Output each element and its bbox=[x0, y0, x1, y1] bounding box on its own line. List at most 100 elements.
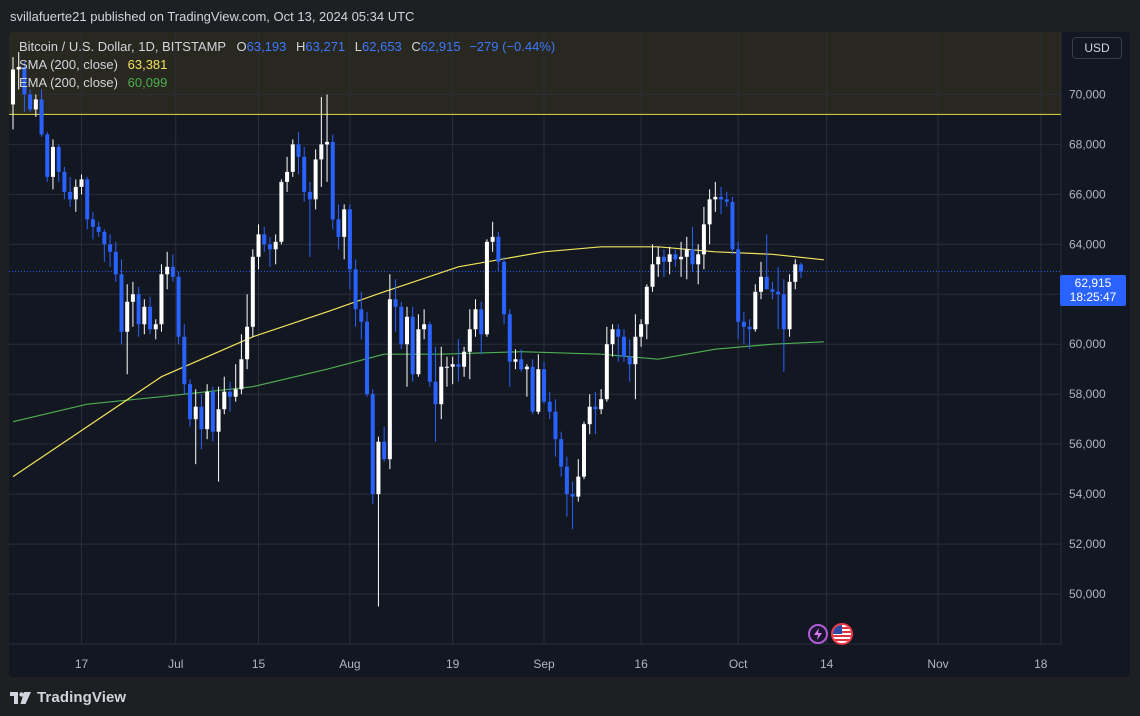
candle-down[interactable] bbox=[188, 379, 193, 427]
candle-up[interactable] bbox=[79, 174, 84, 195]
candle-up[interactable] bbox=[273, 234, 278, 265]
candle-down[interactable] bbox=[330, 134, 335, 230]
candle-down[interactable] bbox=[22, 61, 27, 112]
candle-up[interactable] bbox=[376, 436, 381, 607]
candle-down[interactable] bbox=[456, 339, 461, 382]
candle-up[interactable] bbox=[325, 94, 330, 182]
candle-down[interactable] bbox=[262, 226, 267, 252]
candle-down[interactable] bbox=[542, 361, 547, 405]
candle-up[interactable] bbox=[125, 284, 130, 375]
candle-up[interactable] bbox=[536, 354, 541, 415]
candle-up[interactable] bbox=[319, 96, 324, 187]
candle-up[interactable] bbox=[679, 241, 684, 277]
candle-up[interactable] bbox=[165, 251, 170, 290]
candle-up[interactable] bbox=[290, 139, 295, 177]
candle-down[interactable] bbox=[479, 301, 484, 355]
candle-up[interactable] bbox=[713, 181, 718, 212]
candle-down[interactable] bbox=[519, 349, 524, 372]
candle-up[interactable] bbox=[439, 346, 444, 420]
candle-up[interactable] bbox=[604, 326, 609, 402]
candle-up[interactable] bbox=[656, 246, 661, 277]
candle-down[interactable] bbox=[353, 259, 358, 327]
currency-button[interactable]: USD bbox=[1072, 37, 1122, 59]
candle-down[interactable] bbox=[593, 391, 598, 435]
candle-up[interactable] bbox=[193, 389, 198, 465]
candle-down[interactable] bbox=[68, 176, 73, 207]
candle-down[interactable] bbox=[96, 221, 101, 237]
candle-down[interactable] bbox=[764, 234, 769, 290]
candle-down[interactable] bbox=[393, 279, 398, 332]
candle-down[interactable] bbox=[741, 311, 746, 345]
candle-up[interactable] bbox=[233, 364, 238, 402]
candle-up[interactable] bbox=[684, 236, 689, 280]
candle-up[interactable] bbox=[279, 179, 284, 245]
candle-down[interactable] bbox=[616, 324, 621, 362]
candle-down[interactable] bbox=[296, 131, 301, 175]
candle-up[interactable] bbox=[450, 356, 455, 385]
candle-up[interactable] bbox=[342, 204, 347, 260]
candle-down[interactable] bbox=[62, 166, 67, 200]
candle-up[interactable] bbox=[422, 309, 427, 340]
candle-down[interactable] bbox=[770, 281, 775, 300]
us-flag-event-icon[interactable] bbox=[831, 623, 853, 645]
candle-up[interactable] bbox=[205, 384, 210, 440]
candle-up[interactable] bbox=[313, 149, 318, 210]
candle-down[interactable] bbox=[148, 296, 153, 335]
chart-frame[interactable]: 70,00068,00066,00064,00062,00060,00058,0… bbox=[9, 32, 1130, 677]
candle-down[interactable] bbox=[410, 306, 415, 382]
candle-down[interactable] bbox=[730, 196, 735, 255]
candle-down[interactable] bbox=[119, 259, 124, 345]
candle-down[interactable] bbox=[564, 456, 569, 517]
candle-up[interactable] bbox=[667, 246, 672, 275]
candle-down[interactable] bbox=[182, 324, 187, 395]
candle-up[interactable] bbox=[650, 244, 655, 292]
candle-up[interactable] bbox=[644, 284, 649, 340]
ema-label[interactable]: EMA (200, close) bbox=[19, 75, 118, 90]
candle-up[interactable] bbox=[753, 284, 758, 332]
candle-down[interactable] bbox=[781, 279, 786, 372]
candle-down[interactable] bbox=[507, 309, 512, 387]
candle-down[interactable] bbox=[359, 291, 364, 340]
candle-up[interactable] bbox=[285, 156, 290, 192]
candle-up[interactable] bbox=[513, 349, 518, 370]
candle-down[interactable] bbox=[776, 266, 781, 330]
candle-down[interactable] bbox=[176, 271, 181, 345]
time-axis-panel[interactable] bbox=[9, 644, 1061, 677]
candle-up[interactable] bbox=[16, 51, 21, 90]
candle-up[interactable] bbox=[245, 294, 250, 370]
candle-up[interactable] bbox=[444, 356, 449, 387]
candle-down[interactable] bbox=[210, 386, 215, 442]
candle-down[interactable] bbox=[45, 131, 50, 182]
candle-up[interactable] bbox=[239, 334, 244, 395]
candle-up[interactable] bbox=[222, 376, 227, 415]
candle-down[interactable] bbox=[85, 176, 90, 230]
candle-down[interactable] bbox=[102, 229, 107, 262]
candle-up[interactable] bbox=[462, 346, 467, 377]
candle-up[interactable] bbox=[142, 299, 147, 335]
candle-up[interactable] bbox=[484, 239, 489, 337]
candle-down[interactable] bbox=[365, 311, 370, 397]
candle-down[interactable] bbox=[267, 236, 272, 267]
candle-down[interactable] bbox=[724, 191, 729, 207]
candle-down[interactable] bbox=[108, 234, 113, 267]
candle-up[interactable] bbox=[467, 309, 472, 380]
candle-down[interactable] bbox=[433, 346, 438, 442]
candle-down[interactable] bbox=[621, 329, 626, 362]
candle-up[interactable] bbox=[639, 319, 644, 347]
candle-down[interactable] bbox=[227, 381, 232, 412]
candle-up[interactable] bbox=[599, 389, 604, 415]
candle-down[interactable] bbox=[90, 211, 95, 240]
price-chart[interactable]: 70,00068,00066,00064,00062,00060,00058,0… bbox=[9, 32, 1130, 677]
candle-down[interactable] bbox=[496, 231, 501, 272]
candle-down[interactable] bbox=[627, 339, 632, 382]
candle-up[interactable] bbox=[216, 386, 221, 482]
symbol-title[interactable]: Bitcoin / U.S. Dollar, 1D, BITSTAMP bbox=[19, 39, 226, 54]
candle-down[interactable] bbox=[547, 391, 552, 420]
candle-down[interactable] bbox=[399, 301, 404, 350]
sma-200-line[interactable] bbox=[12, 246, 824, 478]
candle-up[interactable] bbox=[696, 244, 701, 285]
candle-up[interactable] bbox=[50, 139, 55, 190]
candle-down[interactable] bbox=[502, 256, 507, 325]
lightning-event-icon[interactable] bbox=[808, 624, 828, 644]
candle-down[interactable] bbox=[719, 186, 724, 215]
